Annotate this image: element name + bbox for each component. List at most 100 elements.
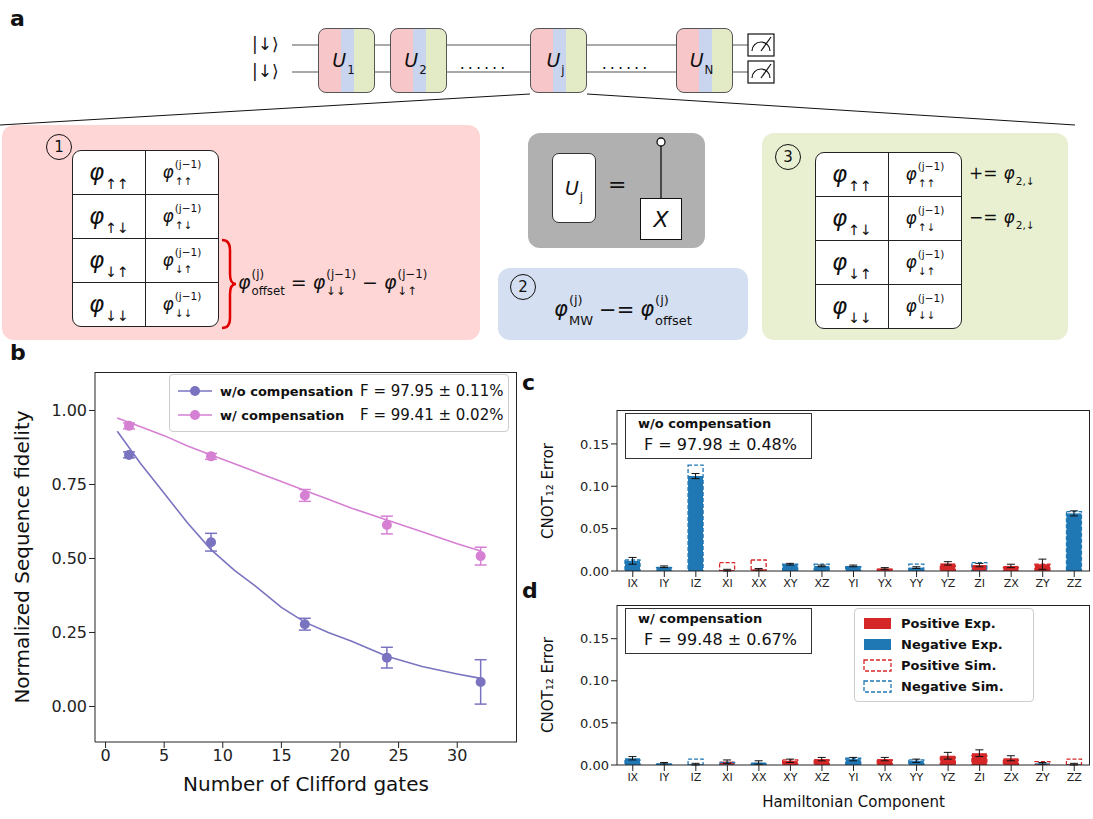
html-text:Negative Sim.: Negative Sim. [901, 679, 1004, 694]
html-text:w/o compensation: w/o compensation [638, 416, 772, 431]
html-text:φ(j−1): φ(j−1) [162, 246, 202, 270]
html-text:F = 99.48 ± 0.67%: F = 99.48 ± 0.67% [644, 630, 797, 649]
svg-text:IY: IY [659, 577, 669, 590]
html-text:U2: U2 [404, 49, 427, 77]
html-text:− φ(j−1): − φ(j−1) [362, 266, 428, 294]
html-text:φ(j−1): φ(j−1) [905, 204, 945, 228]
html-text:+= φ2,↓: += φ2,↓ [969, 162, 1035, 188]
html-text:MW −= φ(j): MW −= φ(j) [568, 292, 669, 328]
html-text:φ↑↑: φ↑↑ [832, 161, 872, 194]
html-text:d: d [522, 578, 538, 603]
svg-text:YZ: YZ [940, 771, 956, 784]
svg-text:1.00: 1.00 [51, 401, 87, 420]
svg-text:0.00: 0.00 [580, 564, 609, 579]
html-text:offset = φ(j−1): offset = φ(j−1) [251, 266, 357, 299]
svg-text:25: 25 [388, 746, 408, 765]
html-text:φ(j−1): φ(j−1) [162, 202, 202, 226]
svg-text:0.05: 0.05 [580, 716, 609, 731]
html-text:φ↓↑: φ↓↑ [89, 247, 129, 280]
svg-text:0.10: 0.10 [580, 479, 609, 494]
html-text:φ(j): φ(j) [554, 292, 583, 322]
svg-text:ZY: ZY [1036, 771, 1051, 784]
svg-text:XX: XX [751, 771, 767, 784]
svg-text:20: 20 [330, 746, 350, 765]
svg-text:0.50: 0.50 [51, 549, 87, 568]
html-text:Number of Clifford gates: Number of Clifford gates [183, 772, 429, 796]
svg-text:ZX: ZX [1004, 771, 1020, 784]
html-text:Negative Exp.: Negative Exp. [901, 637, 1003, 652]
svg-text:YY: YY [909, 577, 924, 590]
svg-text:YX: YX [877, 577, 893, 590]
svg-text:0.00: 0.00 [51, 697, 87, 716]
svg-text:XY: XY [783, 577, 798, 590]
html-text:φ(j): φ(j) [238, 266, 264, 293]
svg-text:ZZ: ZZ [1067, 771, 1083, 784]
html-text:X: X [653, 206, 669, 232]
svg-text:XX: XX [751, 577, 767, 590]
html-text:U1: U1 [332, 49, 355, 77]
html-text:φ(j−1): φ(j−1) [905, 248, 945, 272]
svg-text:YX: YX [877, 771, 893, 784]
svg-text:XZ: XZ [814, 771, 830, 784]
svg-text:IX: IX [627, 577, 638, 590]
svg-text:XI: XI [722, 577, 733, 590]
svg-text:YY: YY [909, 771, 924, 784]
svg-text:YZ: YZ [940, 577, 956, 590]
html-text:Normalized Sequence fidelity: Normalized Sequence fidelity [10, 410, 34, 704]
html-text:offset: offset [655, 312, 692, 328]
svg-text:0.15: 0.15 [580, 631, 609, 646]
svg-text:XI: XI [722, 771, 733, 784]
html-text:F = 99.41 ± 0.02%: F = 99.41 ± 0.02% [360, 406, 504, 424]
html-text:−= φ2,↓: −= φ2,↓ [969, 206, 1035, 232]
html-text:φ(j−1): φ(j−1) [905, 292, 945, 316]
html-text:φ↓↓: φ↓↓ [89, 291, 129, 324]
html-text:a: a [10, 6, 25, 31]
svg-text:IY: IY [659, 771, 669, 784]
svg-text:IZ: IZ [690, 771, 701, 784]
svg-text:30: 30 [447, 746, 467, 765]
html-text:c: c [522, 370, 535, 395]
svg-text:ZI: ZI [974, 577, 985, 590]
svg-text:ZY: ZY [1036, 577, 1051, 590]
html-text:φ↑↑: φ↑↑ [89, 159, 129, 192]
svg-text:XY: XY [783, 771, 798, 784]
html-text:w/ compensation: w/ compensation [220, 407, 345, 423]
svg-text:0.25: 0.25 [51, 623, 87, 642]
svg-text:5: 5 [159, 746, 169, 765]
html-text:Hamiltonian Component: Hamiltonian Component [762, 793, 945, 811]
svg-text:10: 10 [213, 746, 233, 765]
html-text:φ(j−1): φ(j−1) [905, 160, 945, 184]
svg-text:0.00: 0.00 [580, 758, 609, 773]
html-text:w/ compensation: w/ compensation [638, 611, 763, 626]
svg-text:0.10: 0.10 [580, 673, 609, 688]
svg-text:ZI: ZI [974, 771, 985, 784]
html-text:φ(j−1): φ(j−1) [162, 290, 202, 314]
svg-text:0: 0 [100, 746, 110, 765]
html-text:φ↓↑: φ↓↑ [832, 249, 872, 282]
html-text:Uj: Uj [546, 49, 565, 77]
html-text:Uj: Uj [564, 176, 584, 205]
svg-text:ZZ: ZZ [1067, 577, 1083, 590]
html-text:CNOT₁₂ Error: CNOT₁₂ Error [539, 442, 557, 539]
html-text:b: b [10, 340, 26, 365]
svg-text:IZ: IZ [690, 577, 701, 590]
html-text:φ↑↓: φ↑↓ [832, 205, 872, 238]
html-text:φ↓↓: φ↓↓ [832, 293, 872, 326]
html-text:w/o compensation F = 97.95 ± 0: w/o compensation F = 97.95 ± 0.11% [220, 382, 504, 400]
svg-text:0.75: 0.75 [51, 475, 87, 494]
svg-text:0.05: 0.05 [580, 521, 609, 536]
html-text:Positive Sim.: Positive Sim. [901, 658, 997, 673]
html-text:UN: UN [689, 49, 714, 77]
svg-text:15: 15 [271, 746, 291, 765]
svg-text:YI: YI [848, 577, 859, 590]
svg-text:YI: YI [848, 771, 859, 784]
html-text:Positive Exp.: Positive Exp. [901, 616, 996, 631]
svg-text:0.15: 0.15 [580, 437, 609, 452]
html-text:CNOT₁₂ Error: CNOT₁₂ Error [539, 637, 557, 733]
html-text:φ↑↓: φ↑↓ [89, 203, 129, 236]
svg-text:IX: IX [627, 771, 638, 784]
svg-text:XZ: XZ [814, 577, 830, 590]
html-text:φ(j−1): φ(j−1) [162, 158, 202, 182]
html-text:F = 97.98 ± 0.48%: F = 97.98 ± 0.48% [644, 435, 797, 454]
svg-text:ZX: ZX [1004, 577, 1020, 590]
